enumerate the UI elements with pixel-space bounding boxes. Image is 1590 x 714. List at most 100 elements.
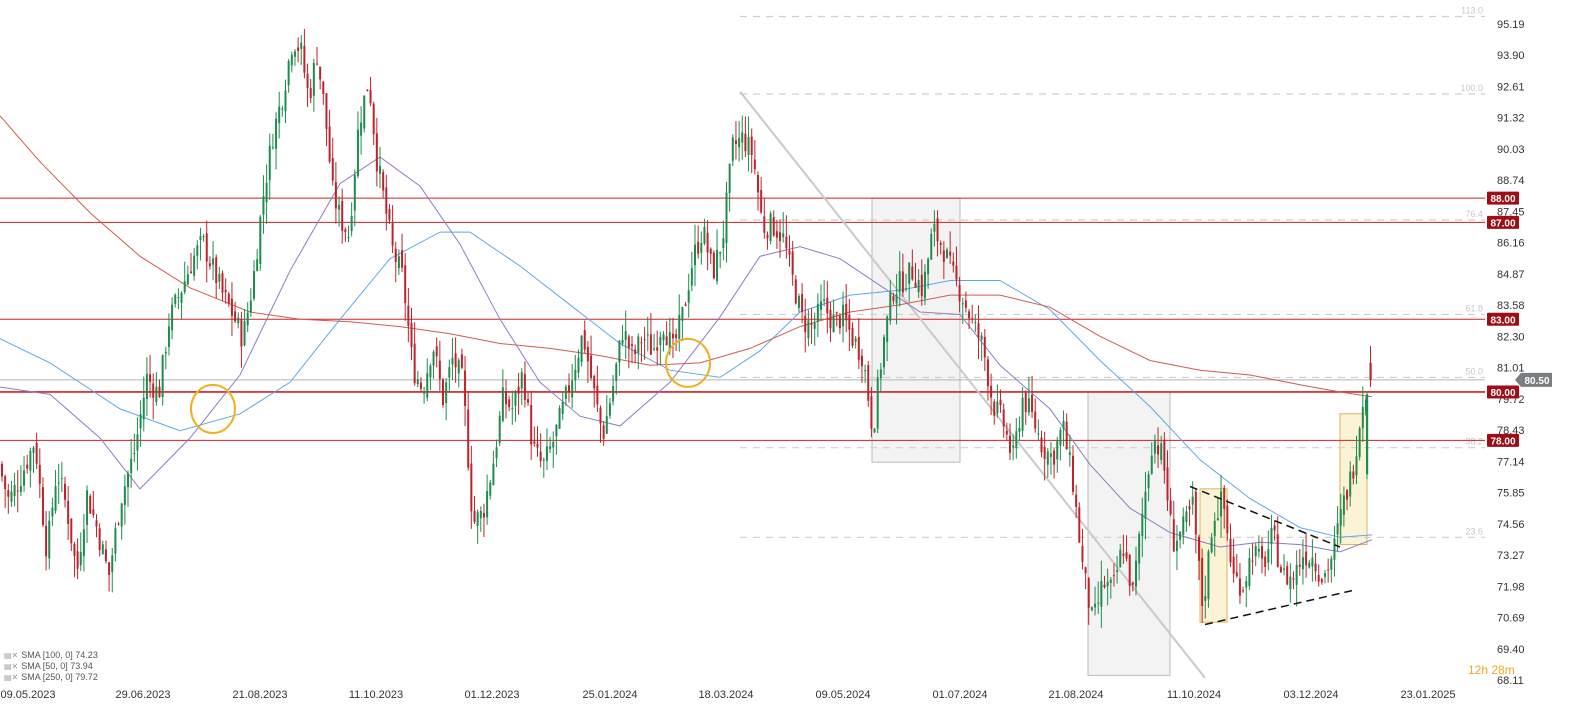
candle-body[interactable] (905, 288, 908, 290)
candle-body[interactable] (73, 543, 76, 556)
candle-body[interactable] (1238, 578, 1241, 596)
candle-body[interactable] (309, 88, 312, 99)
candle-body[interactable] (879, 369, 882, 379)
candle-body[interactable] (927, 258, 930, 275)
candle-body[interactable] (174, 294, 177, 305)
candle-body[interactable] (542, 459, 545, 461)
candle-body[interactable] (908, 262, 911, 284)
candle-body[interactable] (404, 265, 407, 304)
candle-body[interactable] (13, 485, 16, 496)
candle-body[interactable] (397, 256, 400, 269)
candle-body[interactable] (646, 334, 649, 336)
settings-icon[interactable]: ▤✕ (4, 662, 19, 671)
candle-body[interactable] (832, 315, 835, 333)
candle-body[interactable] (1213, 520, 1216, 537)
candle-body[interactable] (1276, 534, 1279, 567)
candle-body[interactable] (1046, 451, 1049, 465)
candle-body[interactable] (993, 401, 996, 416)
candle-body[interactable] (716, 249, 719, 282)
candle-body[interactable] (331, 158, 334, 181)
candle-body[interactable] (416, 379, 419, 384)
candle-body[interactable] (92, 509, 95, 515)
sma-line[interactable] (0, 231, 1373, 538)
candle-body[interactable] (114, 528, 117, 554)
candle-body[interactable] (32, 447, 35, 453)
candle-body[interactable] (845, 304, 848, 321)
candle-body[interactable] (813, 322, 816, 329)
candle-body[interactable] (1333, 538, 1336, 560)
candle-body[interactable] (1144, 491, 1147, 519)
candle-body[interactable] (1273, 525, 1276, 531)
candle-body[interactable] (690, 268, 693, 286)
candle-body[interactable] (741, 132, 744, 143)
candle-body[interactable] (1172, 519, 1175, 552)
candle-body[interactable] (820, 301, 822, 310)
candle-body[interactable] (1147, 474, 1150, 489)
candle-body[interactable] (445, 382, 448, 404)
candle-body[interactable] (479, 510, 482, 519)
candle-body[interactable] (1207, 551, 1210, 599)
candle-body[interactable] (870, 396, 873, 429)
candle-body[interactable] (67, 500, 70, 524)
candle-body[interactable] (413, 343, 416, 384)
candle-body[interactable] (974, 321, 977, 323)
level-badge[interactable] (1487, 433, 1519, 447)
candle-body[interactable] (1018, 427, 1021, 432)
candle-body[interactable] (366, 89, 369, 91)
candle-body[interactable] (920, 274, 923, 297)
candle-body[interactable] (1062, 421, 1065, 429)
candle-body[interactable] (101, 544, 104, 555)
candle-body[interactable] (520, 372, 523, 389)
candle-body[interactable] (1198, 537, 1200, 561)
candle-body[interactable] (807, 320, 810, 339)
candle-body[interactable] (259, 216, 262, 265)
candle-body[interactable] (467, 409, 470, 468)
candle-body[interactable] (48, 520, 51, 559)
candle-body[interactable] (1015, 431, 1018, 448)
candle-body[interactable] (760, 189, 763, 213)
candle-body[interactable] (794, 279, 797, 304)
candle-body[interactable] (1251, 560, 1254, 562)
candle-body[interactable] (596, 385, 599, 405)
candle-body[interactable] (933, 223, 936, 232)
candle-body[interactable] (779, 232, 782, 242)
candle-body[interactable] (939, 243, 942, 245)
candle-body[interactable] (253, 271, 255, 299)
candle-body[interactable] (895, 294, 898, 304)
candle-body[interactable] (1204, 596, 1207, 601)
candle-body[interactable] (117, 523, 120, 525)
candle-body[interactable] (1229, 538, 1232, 563)
candle-body[interactable] (775, 231, 778, 238)
candle-body[interactable] (514, 391, 517, 406)
candle-body[interactable] (149, 374, 152, 382)
candle-body[interactable] (1125, 552, 1128, 559)
candle-body[interactable] (608, 403, 611, 416)
candle-body[interactable] (1166, 467, 1169, 501)
candle-body[interactable] (1031, 394, 1034, 412)
candle-body[interactable] (498, 415, 501, 443)
candle-body[interactable] (968, 311, 971, 319)
candle-body[interactable] (205, 233, 208, 262)
candle-body[interactable] (221, 273, 224, 293)
candle-body[interactable] (612, 386, 615, 402)
candle-body[interactable] (347, 236, 350, 238)
candle-body[interactable] (1369, 362, 1372, 380)
candle-body[interactable] (193, 255, 196, 276)
settings-icon[interactable]: ▤✕ (4, 673, 19, 682)
candle-body[interactable] (1308, 562, 1311, 568)
candle-body[interactable] (136, 434, 139, 451)
candle-body[interactable] (142, 397, 145, 420)
candle-body[interactable] (303, 45, 306, 73)
candle-body[interactable] (772, 217, 775, 236)
candle-body[interactable] (523, 373, 526, 401)
candle-body[interactable] (842, 305, 845, 327)
candle-body[interactable] (1097, 602, 1100, 604)
candle-body[interactable] (429, 365, 432, 378)
candle-body[interactable] (728, 163, 731, 193)
candle-body[interactable] (942, 250, 945, 262)
candle-body[interactable] (281, 108, 284, 110)
candle-body[interactable] (1112, 575, 1115, 577)
candle-body[interactable] (1279, 567, 1282, 573)
candle-body[interactable] (671, 333, 674, 339)
candle-body[interactable] (505, 391, 507, 405)
